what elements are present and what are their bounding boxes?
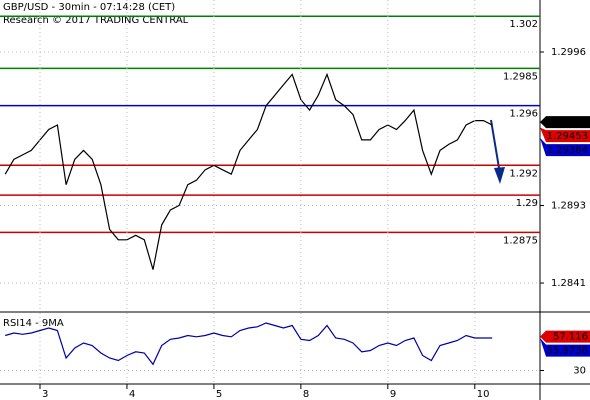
price-tag (540, 137, 590, 157)
chart-subtitle: Research © 2017 TRADING CENTRAL (3, 15, 189, 26)
y-tick-label: 1.2996 (551, 47, 586, 58)
chart-title: GBP/USD - 30min - 07:14:28 (CET) (3, 2, 175, 13)
level-label: 1.29 (516, 198, 538, 209)
x-tick-label: 3 (42, 389, 48, 400)
price-tag-label: 1.29453 (547, 131, 588, 142)
price-tag (540, 338, 590, 357)
price-tag-label: 1.29384 (547, 145, 588, 156)
level-label: 1.302 (509, 19, 538, 30)
forecast-arrowhead (494, 167, 505, 184)
x-tick-label: 4 (129, 389, 135, 400)
price-tag (540, 116, 590, 129)
price-tag (540, 330, 590, 343)
y-tick-label: 1.2841 (551, 278, 586, 289)
level-label: 1.292 (509, 168, 538, 179)
price-tag (540, 127, 590, 143)
rsi-title: RSI14 - 9MA (3, 318, 64, 329)
level-label: 1.296 (509, 109, 538, 120)
level-label: 1.2875 (503, 235, 538, 246)
y-tick-label: 1.2893 (551, 201, 586, 212)
x-tick-label: 8 (303, 389, 309, 400)
y-tick-label: 30 (573, 366, 586, 377)
forecast-arrow (490, 119, 500, 169)
series-line (5, 322, 493, 366)
x-tick-label: 5 (216, 389, 222, 400)
x-tick-label: 9 (390, 389, 396, 400)
series-line (4, 72, 493, 270)
x-tick-label: 10 (477, 389, 490, 400)
level-label: 1.2985 (503, 71, 538, 82)
price-tag-label: 55.9738 (547, 346, 588, 357)
price-tag-label: 1.2949 (553, 117, 588, 128)
price-tag-label: 57.116 (553, 332, 588, 343)
